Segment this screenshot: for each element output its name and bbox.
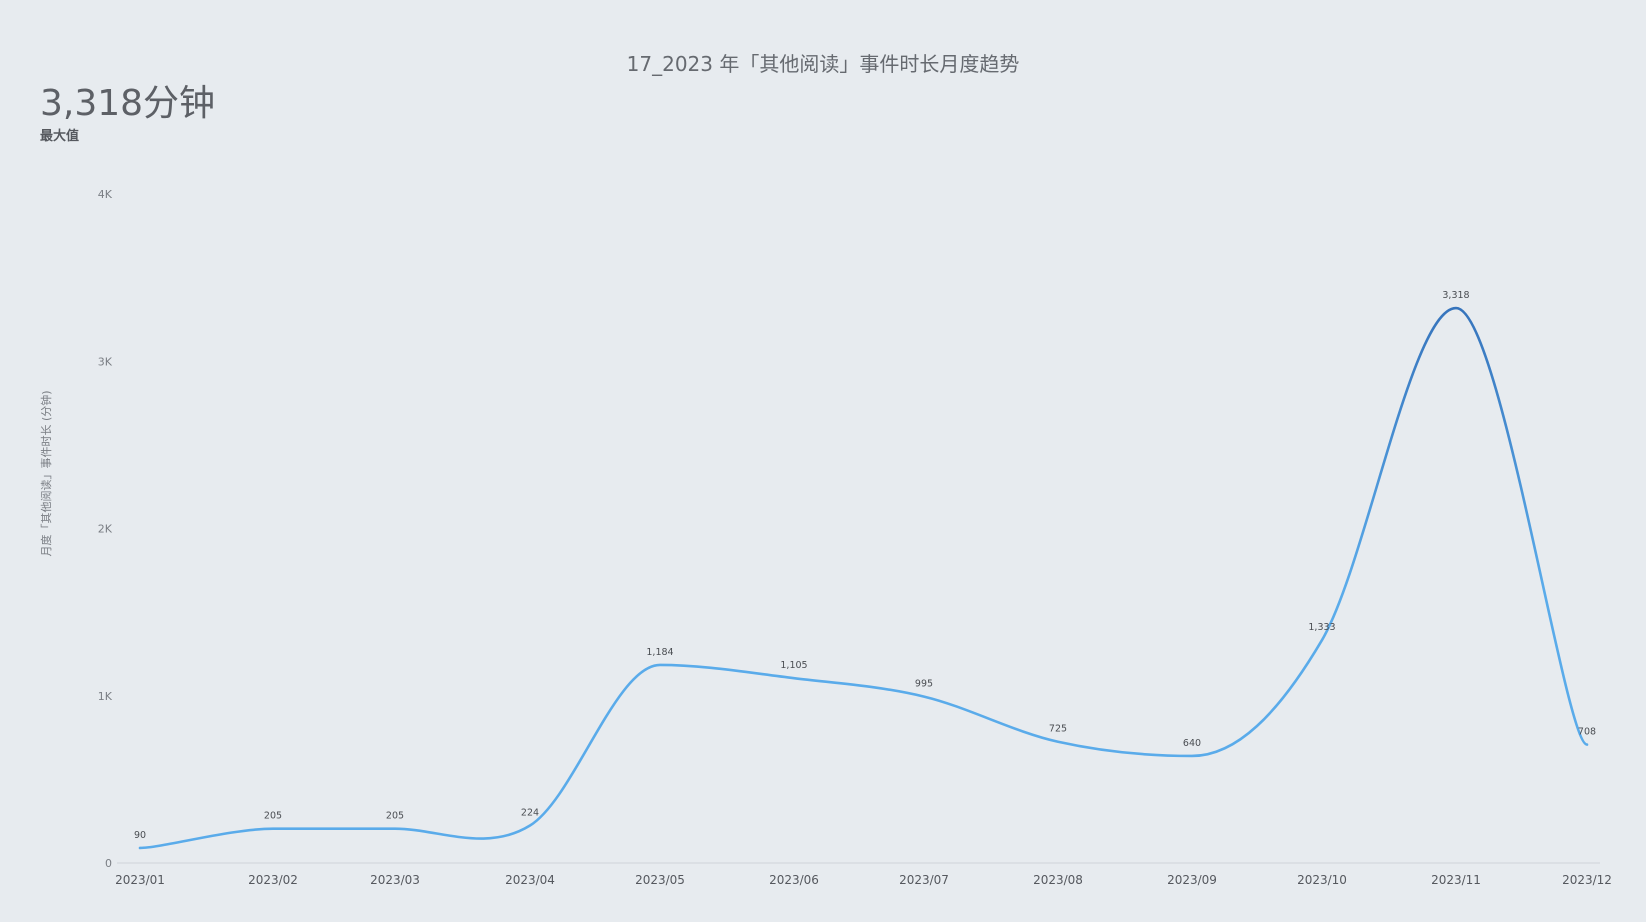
data-label: 1,184: [646, 647, 673, 658]
x-tick-label: 2023/01: [115, 873, 165, 887]
data-label: 224: [521, 808, 539, 819]
series-line: [138, 306, 1589, 850]
data-label: 995: [915, 679, 933, 690]
y-tick-label: 3K: [98, 355, 113, 368]
y-axis-title: 月度「其他阅读」事件时长 (分钟): [39, 390, 53, 556]
x-tick-label: 2023/08: [1033, 873, 1083, 887]
y-tick-label: 0: [105, 857, 112, 870]
kpi-label: 最大值: [40, 128, 80, 144]
kpi-value: 3,318分钟: [40, 83, 216, 124]
data-label: 3,318: [1442, 290, 1469, 301]
x-tick-label: 2023/12: [1562, 873, 1612, 887]
data-label: 708: [1578, 727, 1596, 738]
y-axis-ticks: 0 1K 2K 3K 4K: [98, 188, 113, 870]
data-labels: 90 205 205 224 1,184 1,105 995 725 640 1,333 3,318…: [134, 290, 1596, 841]
data-label: 90: [134, 830, 146, 841]
data-label: 1,105: [780, 660, 807, 671]
data-label: 1,333: [1308, 622, 1335, 633]
chart-title: 17_2023 年「其他阅读」事件时长月度趋势: [626, 52, 1020, 76]
x-tick-label: 2023/02: [248, 873, 298, 887]
y-tick-label: 1K: [98, 690, 113, 703]
data-label: 640: [1183, 738, 1201, 749]
x-tick-label: 2023/03: [370, 873, 420, 887]
x-tick-label: 2023/06: [769, 873, 819, 887]
y-tick-label: 2K: [98, 523, 113, 536]
x-tick-label: 2023/09: [1167, 873, 1217, 887]
y-tick-label: 4K: [98, 188, 113, 201]
x-tick-label: 2023/04: [505, 873, 555, 887]
x-tick-label: 2023/07: [899, 873, 949, 887]
data-label: 725: [1049, 724, 1067, 735]
data-label: 205: [264, 811, 282, 822]
x-tick-label: 2023/10: [1297, 873, 1347, 887]
data-label: 205: [386, 811, 404, 822]
x-tick-label: 2023/11: [1431, 873, 1481, 887]
kpi-block: 3,318分钟 最大值: [40, 84, 215, 144]
x-tick-label: 2023/05: [635, 873, 685, 887]
x-axis-ticks: 2023/01 2023/02 2023/03 2023/04 2023/05 2023/…: [115, 873, 1612, 887]
